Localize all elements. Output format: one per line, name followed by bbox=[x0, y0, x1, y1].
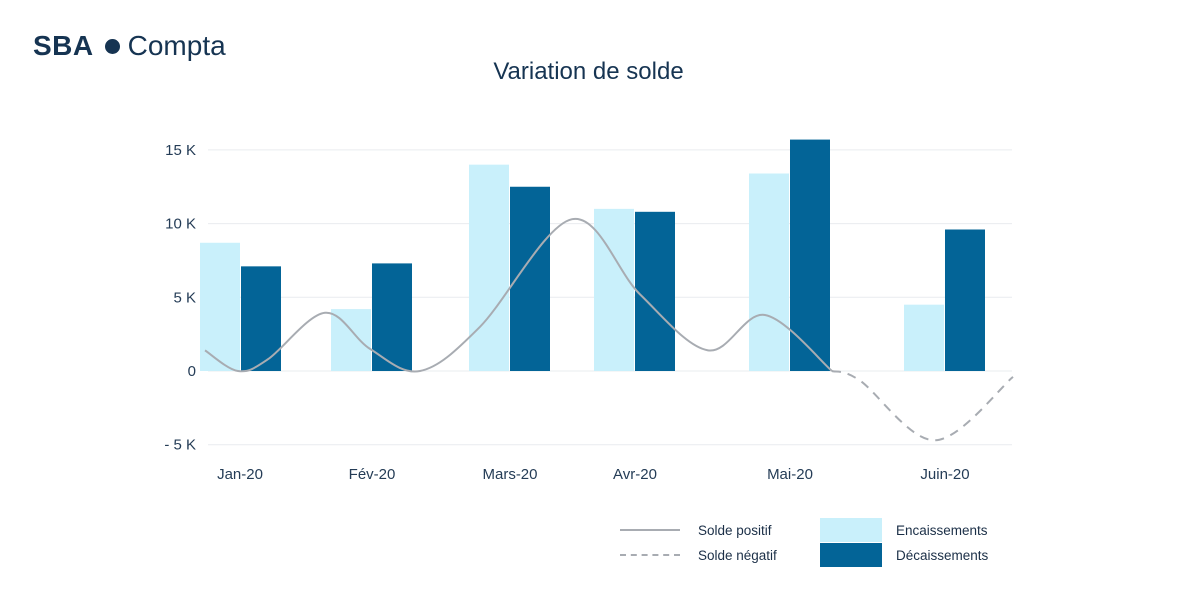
x-tick-label: Mars-20 bbox=[482, 466, 537, 483]
logo-product: Compta bbox=[127, 30, 226, 61]
legend-swatch-icon bbox=[820, 518, 882, 542]
chart-title: Variation de solde bbox=[493, 58, 684, 85]
line-layer bbox=[204, 218, 1014, 442]
bar-encaissements bbox=[331, 309, 371, 371]
bar-layer bbox=[200, 139, 985, 371]
chart-legend: Solde positif Solde négatif Encaissement… bbox=[620, 514, 1010, 570]
legend-swatch-icon bbox=[820, 543, 882, 567]
logo-dot-icon bbox=[104, 38, 120, 54]
bar-decaissements bbox=[372, 263, 412, 371]
logo: SBA Compta bbox=[33, 28, 226, 64]
bar-encaissements bbox=[904, 304, 944, 371]
legend-item-solde-positif: Solde positif bbox=[620, 517, 772, 543]
y-tick-label: - 5 K bbox=[164, 437, 196, 454]
line-solde-positif bbox=[204, 218, 833, 373]
legend-item-decaissements: Décaissements bbox=[820, 542, 988, 568]
line-solde-negatif bbox=[831, 370, 1014, 442]
bar-encaissements bbox=[749, 173, 789, 371]
x-tick-label: Mai-20 bbox=[767, 466, 813, 483]
legend-item-encaissements: Encaissements bbox=[820, 517, 988, 543]
bar-decaissements bbox=[241, 266, 281, 371]
x-tick-label: Juin-20 bbox=[920, 466, 969, 483]
x-tick-label: Jan-20 bbox=[217, 466, 263, 483]
label-layer: 15 K 10 K 5 K 0 - 5 K Jan-20 Fév-20 Mars-20 Avr-… bbox=[164, 142, 969, 483]
legend-item-solde-negatif: Solde négatif bbox=[620, 542, 777, 568]
y-tick-label: 15 K bbox=[165, 142, 196, 159]
bar-encaissements bbox=[469, 164, 509, 371]
bar-encaissements bbox=[200, 242, 240, 371]
legend-solid-line-icon bbox=[620, 529, 680, 531]
bar-decaissements bbox=[635, 211, 675, 371]
legend-label: Décaissements bbox=[896, 547, 989, 563]
legend-label: Solde positif bbox=[698, 522, 772, 538]
logo-brand: SBA bbox=[33, 30, 94, 61]
x-tick-label: Avr-20 bbox=[613, 466, 657, 483]
legend-label: Solde négatif bbox=[698, 547, 777, 563]
y-tick-label: 5 K bbox=[173, 289, 196, 306]
bar-decaissements bbox=[790, 139, 830, 371]
bar-encaissements bbox=[594, 208, 634, 371]
y-tick-label: 10 K bbox=[165, 216, 196, 233]
y-tick-label: 0 bbox=[188, 363, 196, 380]
x-tick-label: Fév-20 bbox=[349, 466, 396, 483]
bar-decaissements bbox=[945, 229, 985, 371]
legend-dashed-line-icon bbox=[620, 554, 680, 556]
legend-label: Encaissements bbox=[896, 522, 988, 538]
